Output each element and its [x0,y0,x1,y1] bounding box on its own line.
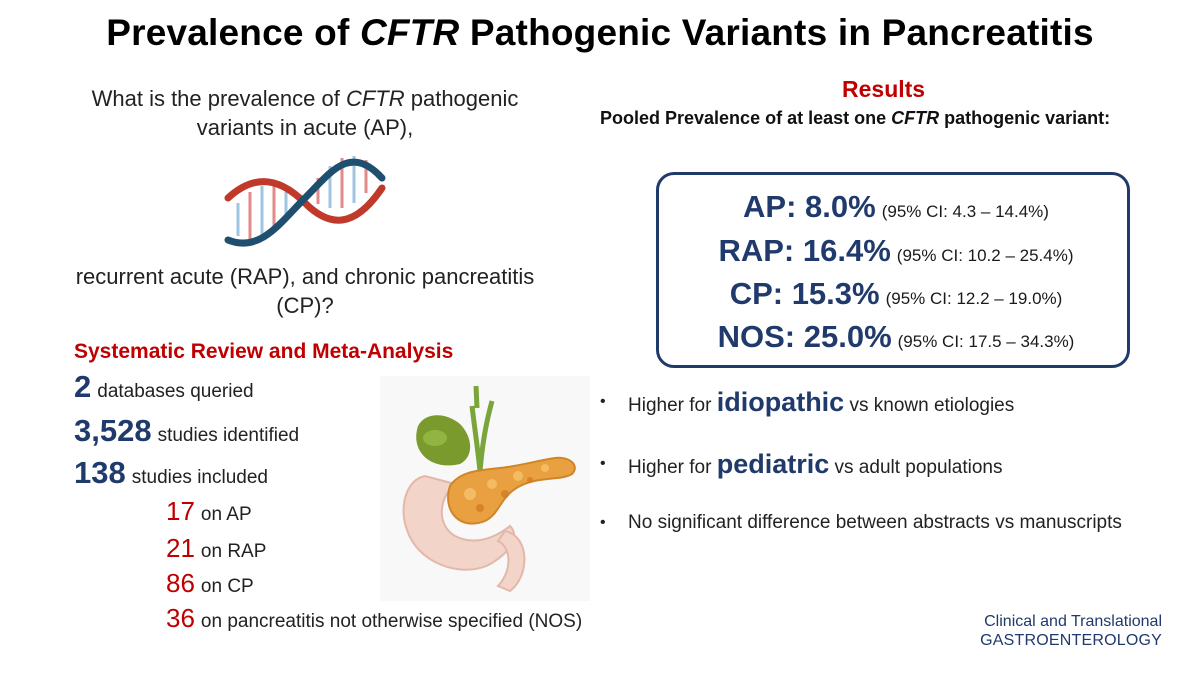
result-value: CP: 15.3% [729,276,880,311]
bullet-idiopathic: • Higher for idiopathic vs known etiolog… [600,387,1015,417]
stat-label: studies identified [157,425,300,446]
breakdown-number: 21 [166,533,195,563]
result-cp: CP: 15.3% (95% CI: 12.2 – 19.0%) [659,276,1133,312]
bullet-pediatric: • Higher for pediatric vs adult populati… [600,449,1003,479]
breakdown-cp: 86 on CP [166,568,254,599]
stat-number: 2 [74,369,92,404]
result-nos: NOS: 25.0% (95% CI: 17.5 – 34.3%) [659,319,1133,355]
result-ap: AP: 8.0% (95% CI: 4.3 – 14.4%) [659,189,1133,225]
breakdown-label: on AP [200,504,252,525]
results-title: Results [842,76,926,102]
breakdown-label: on RAP [200,541,267,562]
bullet-dot: • [600,514,606,531]
breakdown-ap: 17 on AP [166,496,252,527]
stat-studies-included: 138 studies included [74,455,268,491]
stat-studies-identified: 3,528 studies identified [74,413,299,449]
result-rap: RAP: 16.4% (95% CI: 10.2 – 25.4%) [659,233,1133,269]
breakdown-number: 86 [166,568,195,598]
results-box: AP: 8.0% (95% CI: 4.3 – 14.4%) RAP: 16.4%… [656,172,1130,368]
journal-name-line1: Clinical and Translational [984,613,1162,630]
research-question-bottom: recurrent acute (RAP), and chronic pancr… [75,264,535,318]
result-ci: (95% CI: 4.3 – 14.4%) [881,202,1049,221]
stat-number: 138 [74,455,126,490]
stat-databases: 2 databases queried [74,369,254,405]
stat-number: 3,528 [74,413,152,448]
breakdown-nos: 36 on pancreatitis not otherwise specifie… [166,603,582,634]
result-ci: (95% CI: 17.5 – 34.3%) [897,332,1075,351]
pancreas-illustration [380,376,590,601]
pooled-prevalence-heading: Pooled Prevalence of at least one CFTR p… [600,108,1111,128]
section-title-systematic-review: Systematic Review and Meta-Analysis [74,340,454,363]
result-value: AP: 8.0% [743,189,876,224]
page-title: Prevalence of CFTR Pathogenic Variants i… [106,12,1094,53]
breakdown-label: on pancreatitis not otherwise specified … [200,611,583,632]
bullet-dot: • [600,455,606,472]
result-ci: (95% CI: 12.2 – 19.0%) [885,289,1063,308]
result-ci: (95% CI: 10.2 – 25.4%) [896,246,1074,265]
bullet-dot: • [600,393,606,410]
breakdown-rap: 21 on RAP [166,533,266,564]
journal-name-line2: GASTROENTEROLOGY [980,632,1162,649]
stat-label: studies included [131,467,268,488]
stat-label: databases queried [97,381,254,402]
bullet-highlight: idiopathic [716,387,845,417]
result-value: RAP: 16.4% [718,233,891,268]
result-value: NOS: 25.0% [717,319,892,354]
breakdown-number: 36 [166,603,195,633]
research-question-top: What is the prevalence of CFTR pathogeni… [91,86,519,140]
breakdown-number: 17 [166,496,195,526]
bullet-highlight: pediatric [716,449,830,479]
journal-logo: Clinical and Translational GASTROENTEROL… [942,612,1162,650]
breakdown-label: on CP [200,576,254,597]
dna-helix-icon [224,156,386,247]
bullet-abstracts: • No significant difference between abst… [600,512,1122,533]
